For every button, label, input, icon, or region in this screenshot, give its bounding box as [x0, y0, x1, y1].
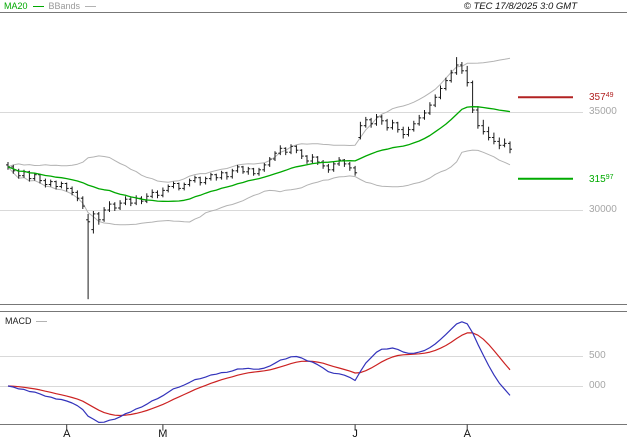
- macd-axis-label-500: 500: [589, 350, 606, 361]
- x-axis-month-label: A: [63, 428, 71, 440]
- macd-label: MACD: [5, 316, 32, 326]
- level-price-main: 315: [589, 173, 606, 185]
- chart-header: MA20 BBands © TEC 17/8/2025 3:0 GMT: [0, 0, 627, 12]
- level-price-decimals: 49: [605, 92, 614, 100]
- level-price-main: 357: [589, 92, 606, 104]
- level-label-resistance: 35749: [589, 90, 613, 104]
- macd-panel-title: MACD: [5, 316, 47, 326]
- legend-bbands-label: BBands: [48, 1, 81, 11]
- chart-legend: MA20 BBands: [4, 1, 97, 11]
- x-axis-month-label: A: [463, 428, 471, 440]
- legend-ma20-line-swatch: [32, 5, 44, 7]
- price-axis-label-35000: 35000: [589, 106, 617, 117]
- x-axis-month-label: J: [352, 428, 358, 440]
- macd-axis-label-000: 000: [589, 380, 606, 391]
- level-label-support: 31597: [589, 172, 613, 186]
- copyright-text: © TEC 17/8/2025 3:0 GMT: [463, 1, 577, 12]
- legend-bbands-line-swatch: [85, 5, 97, 7]
- price-axis-label-30000: 30000: [589, 204, 617, 215]
- legend-ma20-label: MA20: [4, 1, 28, 11]
- x-axis-month-label: M: [158, 428, 168, 440]
- macd-line-swatch: [35, 320, 47, 322]
- level-price-decimals: 97: [605, 173, 614, 181]
